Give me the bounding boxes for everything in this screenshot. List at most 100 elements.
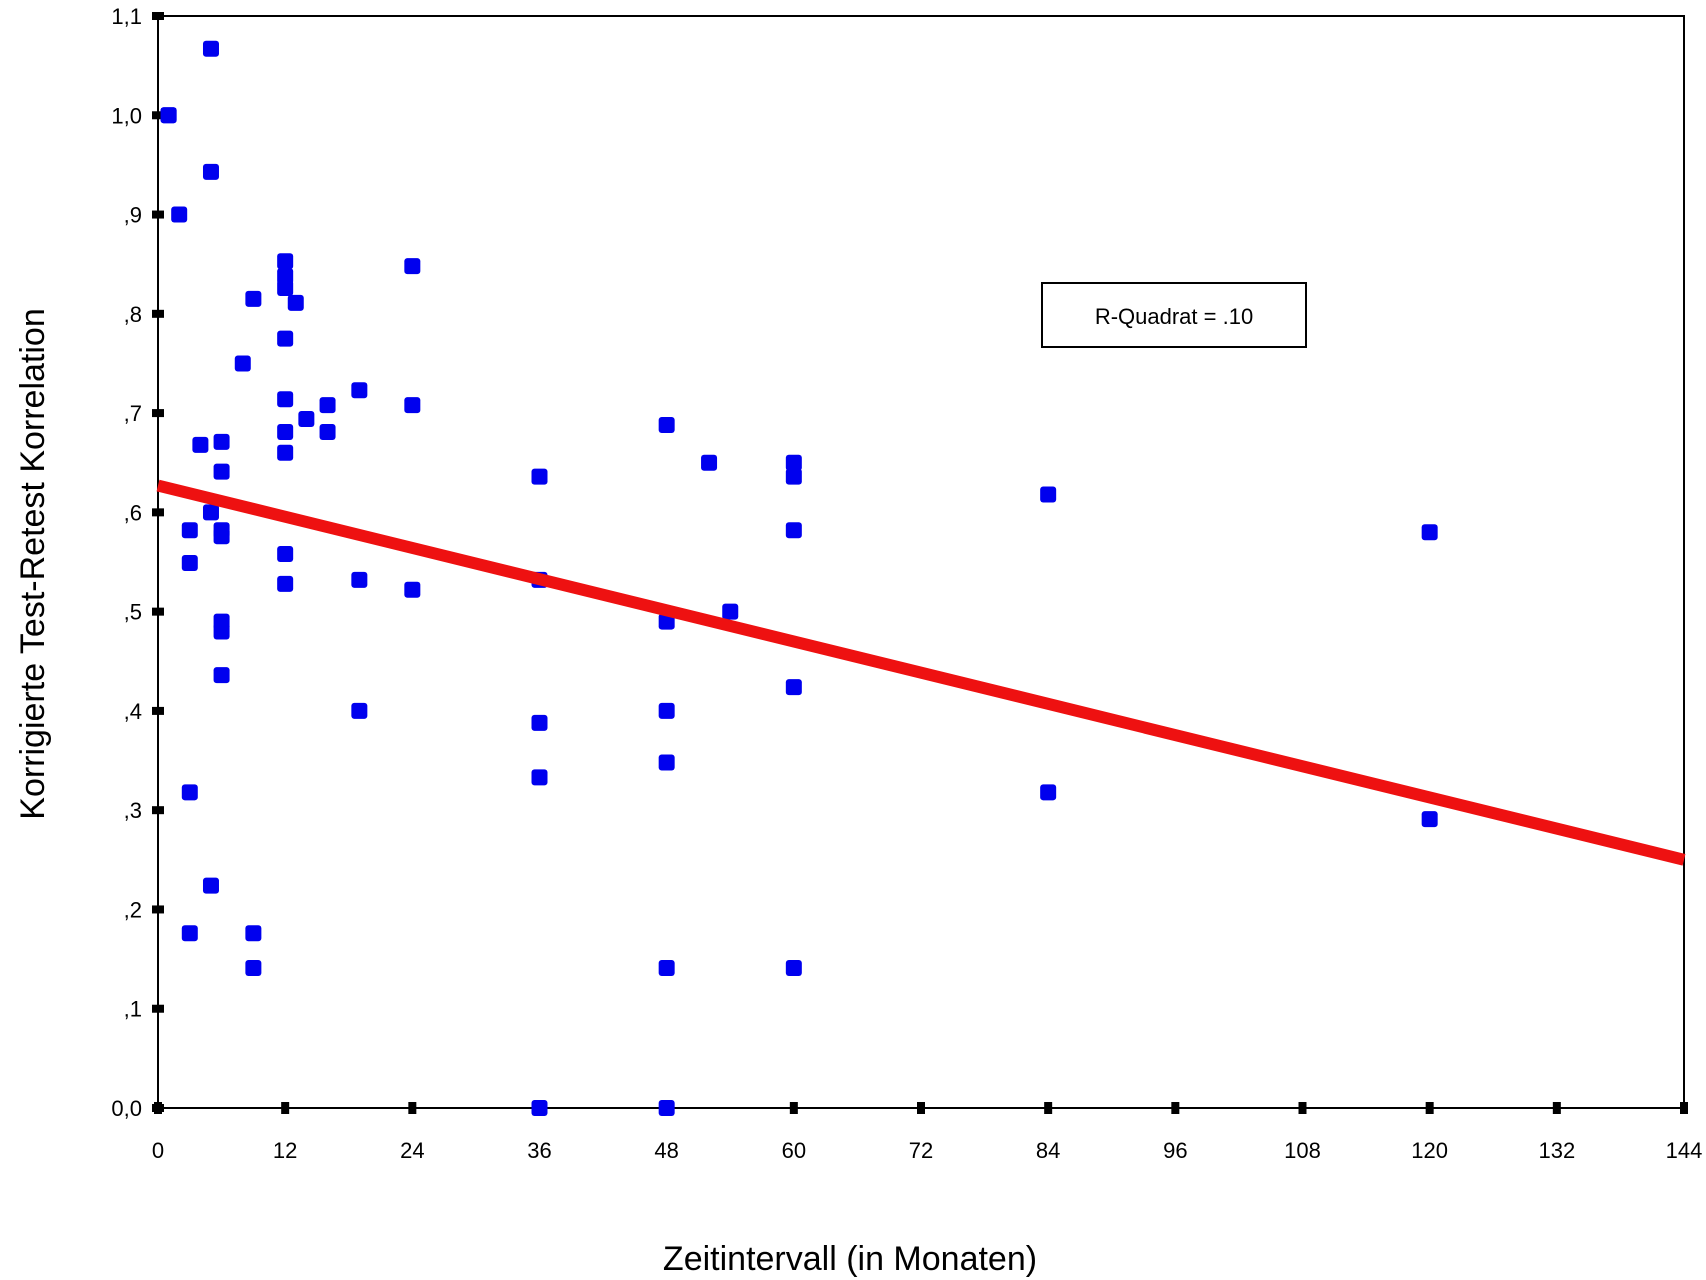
x-tick-label: 72 <box>909 1138 933 1163</box>
x-tick-label: 12 <box>273 1138 297 1163</box>
data-point <box>531 714 548 731</box>
data-point <box>277 575 294 592</box>
y-tick-mark <box>152 409 164 418</box>
data-point <box>277 546 294 563</box>
data-point <box>213 667 230 684</box>
data-point <box>277 253 294 270</box>
y-tick-mark <box>152 905 164 914</box>
data-point <box>785 679 802 696</box>
data-point <box>404 258 421 275</box>
x-tick-label: 96 <box>1163 1138 1187 1163</box>
data-point <box>701 454 718 471</box>
y-tick-label: 1,1 <box>111 4 142 29</box>
data-point <box>213 623 230 640</box>
data-point <box>1421 524 1438 541</box>
x-tick-mark <box>1552 1102 1561 1114</box>
data-point <box>658 960 675 977</box>
data-point <box>277 444 294 461</box>
data-point <box>202 877 219 894</box>
data-point <box>785 468 802 485</box>
data-point <box>277 280 294 297</box>
annotation-text: R-Quadrat = .10 <box>1095 304 1253 329</box>
data-point <box>181 925 198 942</box>
x-tick-label: 84 <box>1036 1138 1060 1163</box>
data-point <box>277 330 294 347</box>
x-tick-mark <box>1044 1102 1053 1114</box>
x-tick-mark <box>1425 1102 1434 1114</box>
y-tick-label: 0,0 <box>111 1096 142 1121</box>
y-tick-mark <box>152 210 164 219</box>
data-point <box>785 522 802 539</box>
x-tick-label: 60 <box>782 1138 806 1163</box>
x-tick-label: 144 <box>1666 1138 1703 1163</box>
x-tick-mark <box>789 1102 798 1114</box>
data-point <box>658 417 675 434</box>
data-point <box>319 397 336 414</box>
data-point <box>1421 811 1438 828</box>
data-point <box>531 769 548 786</box>
x-tick-mark <box>408 1102 417 1114</box>
y-tick-mark <box>152 309 164 318</box>
y-tick-label: 1,0 <box>111 103 142 128</box>
y-tick-label: ,7 <box>124 401 142 426</box>
data-point <box>658 1100 675 1116</box>
data-point <box>245 925 262 942</box>
data-point <box>319 423 336 440</box>
y-tick-mark <box>152 12 164 20</box>
data-point <box>298 411 315 428</box>
y-tick-mark <box>152 111 164 120</box>
data-point <box>287 294 304 311</box>
axis-ticks: 0 12 24 36 48 60 72 84 96 108 120 132 144 0,0 ,1 ,2 ,3 ,4… <box>111 4 1702 1163</box>
data-point <box>531 468 548 485</box>
data-point <box>658 613 675 630</box>
data-point <box>351 382 368 399</box>
regression-line <box>156 479 1686 866</box>
y-tick-label: ,6 <box>124 500 142 525</box>
data-point <box>1040 486 1057 503</box>
data-point <box>722 603 739 620</box>
data-point <box>213 463 230 480</box>
data-point <box>213 433 230 450</box>
data-point <box>277 423 294 440</box>
y-tick-label: ,9 <box>124 203 142 228</box>
x-tick-label: 24 <box>400 1138 424 1163</box>
data-point <box>351 571 368 588</box>
y-tick-label: ,1 <box>124 997 142 1022</box>
data-point <box>785 454 802 471</box>
y-axis-title: Korrigierte Test-Retest Korrelation <box>14 308 52 819</box>
data-point <box>277 391 294 408</box>
y-tick-label: ,4 <box>124 699 142 724</box>
annotation-box <box>1041 282 1307 348</box>
x-tick-label: 48 <box>654 1138 678 1163</box>
data-point <box>234 355 251 372</box>
r-squared-annotation: R-Quadrat = .10 <box>1041 282 1307 348</box>
y-tick-mark <box>152 1004 164 1013</box>
data-point <box>192 436 209 453</box>
data-point <box>181 784 198 801</box>
data-point <box>202 163 219 180</box>
data-point <box>160 107 177 124</box>
x-tick-label: 120 <box>1411 1138 1448 1163</box>
x-tick-mark <box>917 1102 925 1114</box>
x-tick-label: 108 <box>1284 1138 1321 1163</box>
data-points <box>160 40 1438 1116</box>
data-point <box>181 522 198 539</box>
data-point <box>202 40 219 57</box>
data-point <box>202 504 219 521</box>
y-tick-label: ,5 <box>124 600 142 625</box>
y-tick-label: ,3 <box>124 798 142 823</box>
data-point <box>404 397 421 414</box>
regression-line-group <box>156 479 1686 866</box>
x-tick-label: 0 <box>152 1138 164 1163</box>
data-point <box>171 206 188 223</box>
data-point <box>1040 784 1057 801</box>
y-tick-mark <box>152 508 164 517</box>
data-point <box>785 960 802 977</box>
data-point <box>351 702 368 719</box>
y-tick-mark <box>152 1104 164 1112</box>
data-point <box>404 581 421 598</box>
data-point <box>658 754 675 771</box>
x-axis-title: Zeitintervall (in Monaten) <box>663 1240 1037 1278</box>
